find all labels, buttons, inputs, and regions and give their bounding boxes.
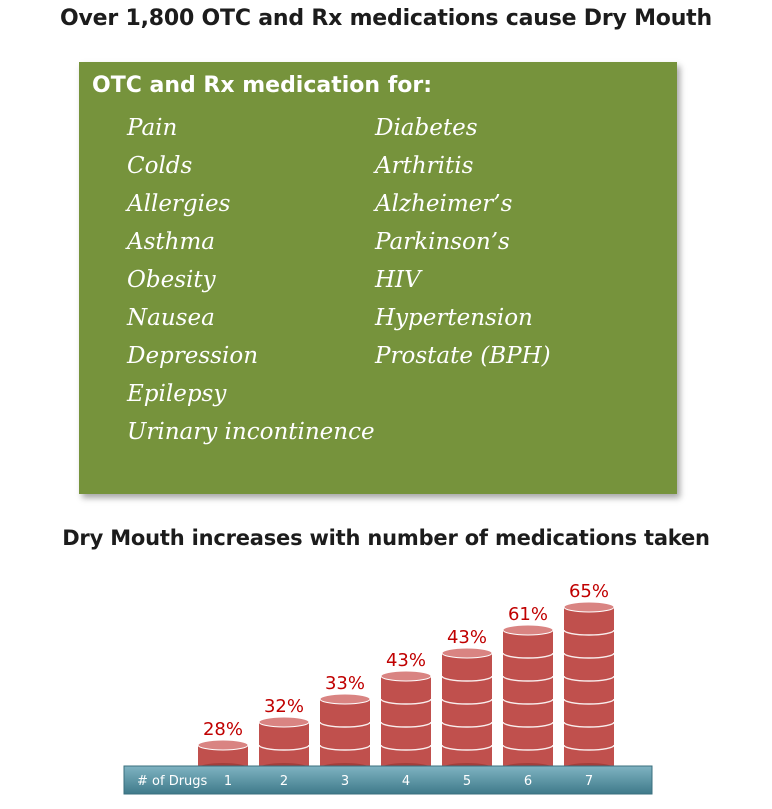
value-label: 28% (203, 719, 243, 740)
bar-body (564, 607, 614, 768)
medication-item: Nausea (127, 305, 215, 331)
x-tick-label: 1 (224, 774, 232, 789)
bar-body (381, 676, 431, 768)
bar-top-cap (441, 647, 493, 659)
bar-disc-separator (502, 744, 554, 751)
bar (319, 693, 371, 773)
value-label: 65% (569, 581, 609, 602)
bar-top-cap (502, 624, 554, 636)
bar-body (198, 745, 248, 768)
bar-top-cap (319, 693, 371, 705)
bar-body (320, 699, 370, 768)
bar-disc-separator (502, 675, 554, 682)
x-tick-label: 2 (280, 774, 288, 789)
bar-disc-separator (563, 629, 615, 636)
bar-disc-separator (380, 744, 432, 751)
bar-disc-separator (319, 721, 371, 728)
bar-top-cap (197, 739, 249, 751)
bar-disc-separator (380, 698, 432, 705)
medication-item: Asthma (127, 229, 215, 255)
bar-top-cap (563, 601, 615, 613)
medication-item: Parkinson’s (375, 229, 510, 255)
value-labels-layer: 28% 32% 33% 43% 43% 61% 65% (203, 581, 609, 740)
bar-disc-separator (441, 675, 493, 682)
bar (380, 670, 432, 773)
tick-labels-layer: 1 2 3 4 5 6 7 (224, 774, 593, 789)
bar-top-cap (258, 716, 310, 728)
bar-disc-separator (441, 721, 493, 728)
medication-item: Allergies (127, 191, 231, 217)
medication-item: Prostate (BPH) (375, 343, 551, 369)
bars-layer (197, 601, 615, 773)
bar-disc-separator (380, 721, 432, 728)
value-label: 61% (508, 604, 548, 625)
medication-item: Arthritis (375, 153, 474, 179)
x-axis-band (123, 765, 653, 795)
medication-item: Colds (127, 153, 193, 179)
bar-disc-separator (502, 652, 554, 659)
bar-disc-separator (441, 698, 493, 705)
medication-item: Urinary incontinence (127, 419, 375, 445)
bar-body (259, 722, 309, 768)
bar-disc-separator (502, 721, 554, 728)
bar (502, 624, 554, 773)
bar-disc-separator (563, 698, 615, 705)
bar (258, 716, 310, 773)
page-title: Over 1,800 OTC and Rx medications cause … (60, 6, 712, 31)
bar-top-cap (380, 670, 432, 682)
medication-item: Depression (127, 343, 259, 369)
value-label: 43% (386, 650, 426, 671)
bar-disc-separator (502, 698, 554, 705)
x-axis-label: # of Drugs (137, 774, 208, 789)
medication-item: Pain (127, 115, 178, 141)
bar (441, 647, 493, 773)
x-tick-label: 7 (585, 774, 593, 789)
bar-disc-separator (563, 652, 615, 659)
medication-item: Epilepsy (127, 381, 227, 407)
bar-disc-separator (258, 744, 310, 751)
medication-item: HIV (375, 267, 421, 293)
bar-disc-separator (563, 675, 615, 682)
x-tick-label: 4 (402, 774, 410, 789)
bar-body (503, 630, 553, 768)
medication-list-left-column: Pain Colds Allergies Asthma Obesity Nausea Dep… (127, 109, 375, 451)
medication-item: Hypertension (375, 305, 533, 331)
medication-item: Alzheimer’s (375, 191, 513, 217)
x-tick-label: 3 (341, 774, 349, 789)
chart-title: Dry Mouth increases with number of medic… (62, 526, 710, 550)
medication-item: Diabetes (375, 115, 478, 141)
x-tick-label: 6 (524, 774, 532, 789)
bar (563, 601, 615, 773)
bar-disc-separator (563, 744, 615, 751)
value-label: 32% (264, 696, 304, 717)
medication-list-box: OTC and Rx medication for: Pain Colds Alle… (79, 62, 677, 494)
medication-item: Obesity (127, 267, 216, 293)
medication-list-heading: OTC and Rx medication for: (92, 73, 433, 98)
x-tick-label: 5 (463, 774, 471, 789)
bar-disc-separator (319, 744, 371, 751)
bar-disc-separator (563, 721, 615, 728)
medication-list-right-column: Diabetes Arthritis Alzheimer’s Parkinson’s H… (375, 109, 551, 375)
bar-disc-separator (441, 744, 493, 751)
value-label: 43% (447, 627, 487, 648)
bar-body (442, 653, 492, 768)
value-label: 33% (325, 673, 365, 694)
drug-count-chart: # of Drugs 1 2 3 4 5 6 7 28% 32% 33% 43% 43% 61% 65% (123, 581, 653, 795)
